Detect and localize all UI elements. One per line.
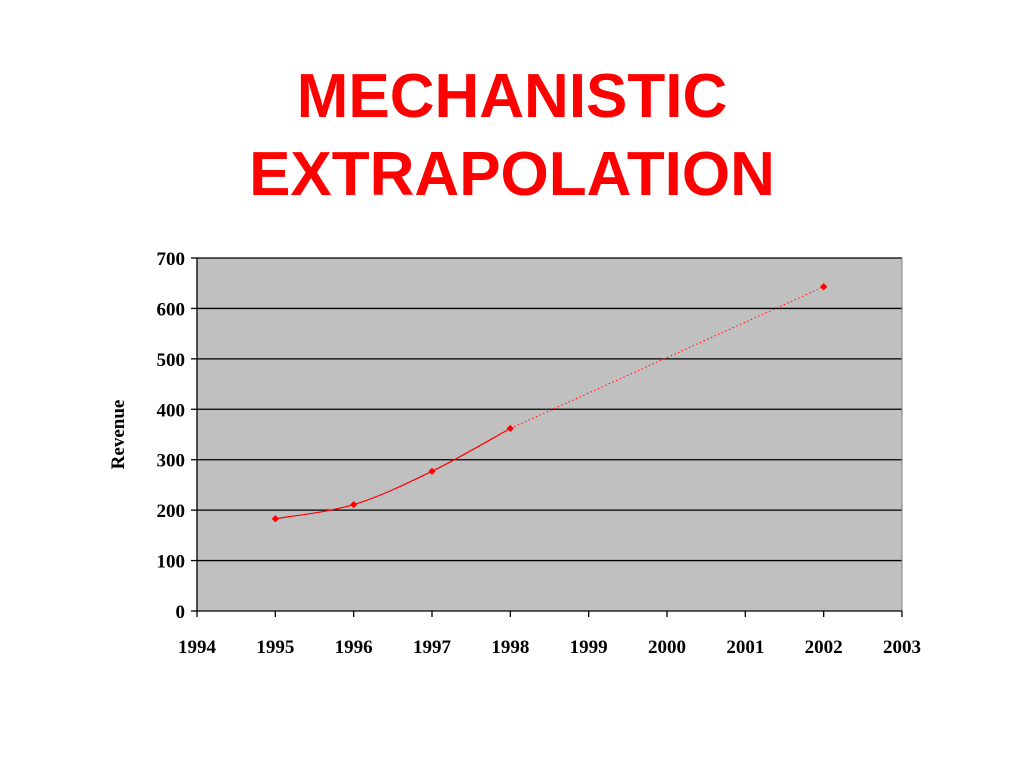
- y-tick-label-400: 400: [157, 400, 186, 421]
- data-point-1995: [271, 515, 279, 523]
- y-tick-label-700: 700: [157, 249, 186, 270]
- title-line-2: EXTRAPOLATION: [249, 140, 775, 209]
- x-tick-label-1998: 1998: [491, 637, 529, 658]
- y-tick-label-200: 200: [157, 501, 186, 522]
- plot-area: [197, 258, 902, 611]
- trend-line: [275, 427, 511, 520]
- x-tick-label-2001: 2001: [726, 637, 764, 658]
- y-tick-label-0: 0: [176, 602, 186, 623]
- y-tick-label-600: 600: [157, 299, 186, 320]
- x-tick-label-1999: 1999: [570, 637, 608, 658]
- data-point-2002: [820, 283, 828, 291]
- extrapolation-line: [510, 286, 824, 429]
- x-tick-label-1997: 1997: [413, 637, 452, 658]
- data-point-1998: [506, 424, 514, 433]
- y-tick-label-300: 300: [157, 451, 186, 472]
- data-point-1996: [350, 500, 358, 509]
- slide-title: MECHANISTIC EXTRAPOLATION: [0, 58, 1024, 214]
- y-axis-label: Revenue: [108, 400, 129, 470]
- x-tick-label-2002: 2002: [805, 637, 843, 658]
- title-line-1: MECHANISTIC: [296, 62, 728, 131]
- x-tick-label-2000: 2000: [648, 637, 686, 658]
- x-tick-label-1995: 1995: [256, 637, 294, 658]
- data-point-1997: [428, 467, 436, 475]
- x-tick-label-1996: 1996: [335, 637, 373, 658]
- y-tick-label-500: 500: [157, 350, 186, 371]
- x-tick-label-1994: 1994: [178, 637, 217, 658]
- y-tick-label-100: 100: [157, 552, 186, 573]
- x-tick-label-2003: 2003: [883, 637, 921, 658]
